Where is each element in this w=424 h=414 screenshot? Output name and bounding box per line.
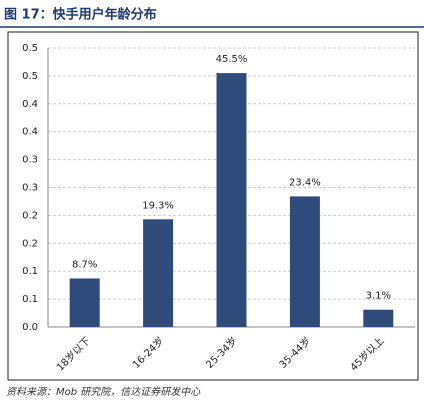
x-tick-label: 18岁以下 [54,334,93,373]
value-label: 3.1% [366,291,391,302]
y-tick-label: 0.3 [22,155,38,166]
y-tick-label: 0.1 [22,294,38,305]
value-label: 23.4% [289,177,321,188]
y-tick-label: 0.4 [22,127,38,138]
x-tick-label: 25-34岁 [203,334,240,371]
value-label: 19.3% [142,200,174,211]
y-tick-label: 0.5 [22,43,38,54]
y-tick-label: 0.3 [22,183,38,194]
y-tick-label: 0.5 [22,71,38,82]
bar [69,278,100,327]
x-tick-label: 16-24岁 [130,334,167,371]
bar [289,196,320,327]
value-label: 45.5% [216,54,248,65]
chart-title: 图 17：快手用户年龄分布 [4,7,157,23]
value-label: 8.7% [72,259,97,270]
bar [143,219,174,327]
chart-frame [7,31,419,381]
y-tick-label: 0.0 [22,322,38,333]
y-tick-label: 0.4 [22,99,38,110]
y-tick-label: 0.2 [22,210,38,221]
x-tick-label: 45岁以上 [347,334,386,373]
bar [216,73,247,327]
y-tick-label: 0.2 [22,238,38,249]
y-tick-label: 0.1 [22,266,38,277]
x-tick-label: 35-44岁 [276,334,313,371]
bar [363,309,394,327]
source-note: 资料来源：Mob 研究院，信达证券研发中心 [6,386,201,398]
